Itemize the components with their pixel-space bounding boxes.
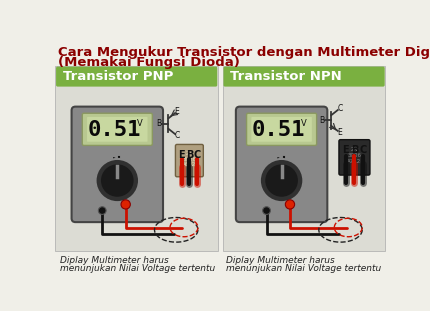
Text: B: B — [319, 116, 325, 125]
Circle shape — [121, 200, 130, 209]
Polygon shape — [278, 157, 283, 163]
Text: E: E — [175, 107, 179, 116]
FancyBboxPatch shape — [223, 66, 385, 251]
Text: Transistor PNP: Transistor PNP — [63, 70, 173, 83]
FancyBboxPatch shape — [71, 107, 163, 222]
Text: C: C — [359, 145, 367, 156]
Text: Transistor NPN: Transistor NPN — [230, 70, 342, 83]
Text: Diplay Multimeter harus: Diplay Multimeter harus — [60, 256, 169, 265]
Circle shape — [263, 207, 270, 214]
Text: B: B — [157, 119, 162, 128]
Text: 0.51: 0.51 — [252, 120, 305, 141]
Text: menunjukan Nilai Voltage tertentu: menunjukan Nilai Voltage tertentu — [226, 264, 381, 273]
FancyBboxPatch shape — [224, 67, 385, 86]
Circle shape — [95, 159, 139, 202]
Circle shape — [260, 159, 303, 202]
FancyBboxPatch shape — [252, 117, 312, 142]
Text: 2N
3006
A712: 2N 3006 A712 — [347, 147, 362, 164]
Text: C: C — [337, 104, 342, 113]
FancyBboxPatch shape — [236, 107, 327, 222]
FancyBboxPatch shape — [55, 66, 218, 251]
Circle shape — [98, 207, 106, 214]
Text: C: C — [175, 131, 180, 140]
FancyBboxPatch shape — [87, 117, 147, 142]
Text: Diplay Multimeter harus: Diplay Multimeter harus — [226, 256, 335, 265]
FancyBboxPatch shape — [56, 67, 217, 86]
Text: Cara Mengukur Transistor dengan Multimeter Digital: Cara Mengukur Transistor dengan Multimet… — [58, 46, 430, 59]
Text: B: B — [351, 145, 358, 156]
Text: (Memakai Fungsi Dioda): (Memakai Fungsi Dioda) — [58, 56, 240, 69]
FancyBboxPatch shape — [175, 144, 203, 177]
Circle shape — [265, 164, 298, 197]
Text: E: E — [178, 150, 185, 160]
FancyBboxPatch shape — [82, 113, 152, 146]
FancyBboxPatch shape — [246, 113, 316, 146]
Circle shape — [286, 200, 295, 209]
Text: E: E — [338, 128, 342, 137]
Text: E: E — [343, 145, 349, 156]
Text: B: B — [186, 150, 193, 160]
Circle shape — [101, 164, 134, 197]
Text: C: C — [194, 150, 201, 160]
Text: V: V — [301, 119, 307, 128]
Text: V: V — [137, 119, 143, 128]
Text: 0.51: 0.51 — [88, 120, 141, 141]
FancyBboxPatch shape — [339, 140, 370, 175]
Text: 2N
3006
A612: 2N 3006 A612 — [182, 151, 197, 167]
Polygon shape — [114, 157, 119, 163]
Text: menunjukan Nilai Voltage tertentu: menunjukan Nilai Voltage tertentu — [60, 264, 215, 273]
